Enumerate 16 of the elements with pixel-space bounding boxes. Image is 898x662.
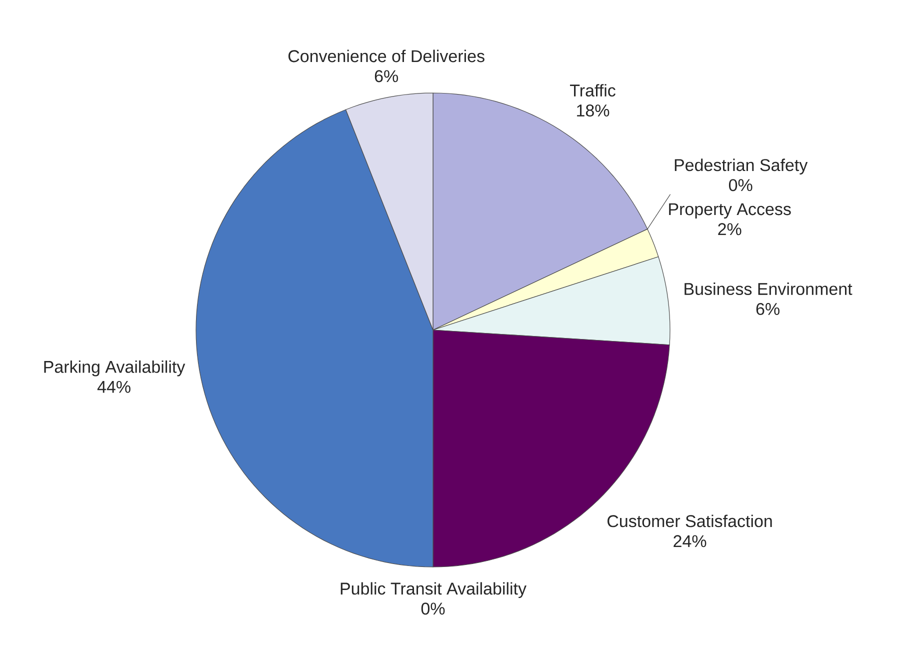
slice-label: Traffic	[570, 84, 616, 97]
data-label: 24%	[674, 535, 706, 548]
text: 0%	[728, 179, 752, 192]
slice-label: Property Access	[669, 203, 791, 219]
data-label: 44%	[97, 380, 130, 393]
data-label: 2%	[718, 223, 742, 236]
category-label: Pedestrian Safety	[674, 158, 808, 174]
data-label: 6%	[374, 70, 398, 82]
slice-label: Parking Availability	[44, 360, 186, 376]
text: 0%	[421, 602, 445, 615]
slice-label: Business Environment	[684, 282, 852, 296]
slice-label: Customer Satisfaction	[608, 514, 772, 528]
category-label: Public Transit Availability	[340, 582, 526, 598]
data-label: 18%	[577, 104, 610, 117]
slice-label: Convenience of Deliveries	[288, 50, 484, 62]
data-label: 6%	[756, 302, 780, 316]
